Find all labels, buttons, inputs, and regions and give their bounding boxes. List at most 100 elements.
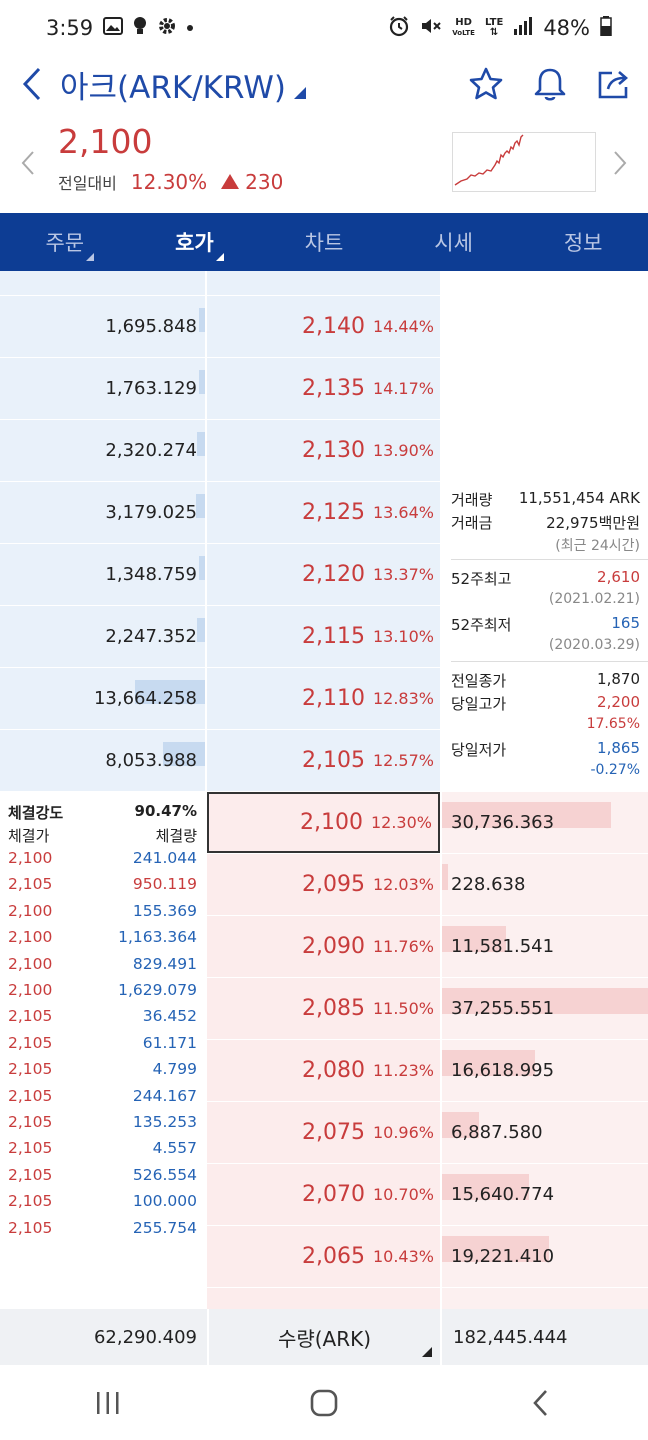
sell-price-cell[interactable]: 2,140 14.44% xyxy=(207,296,440,357)
tab-info[interactable]: 정보 xyxy=(563,231,603,255)
trade-volume: 829.491 xyxy=(132,954,197,973)
info-low52-date: (2020.03.29) xyxy=(548,637,640,653)
buy-percent: 11.50% xyxy=(372,999,434,1018)
recent-apps-icon xyxy=(97,1391,119,1414)
unit-selector[interactable]: 수량(ARK) xyxy=(207,1309,442,1365)
buy-row[interactable]: 2,075 10.96% 6,887.580 xyxy=(0,1102,648,1164)
sell-volume: 13,664.258 xyxy=(93,688,197,709)
sell-price-cell[interactable]: 2,130 13.90% xyxy=(207,420,440,481)
chevron-right-icon xyxy=(614,151,627,175)
sell-total: 62,290.409 xyxy=(93,1326,197,1348)
trade-volume: 526.554 xyxy=(132,1165,197,1184)
buy-percent: 12.30% xyxy=(370,813,432,832)
sell-row[interactable]: 8,053.988 2,105 12.57% xyxy=(0,730,648,792)
sell-price-cell[interactable]: 2,120 13.37% xyxy=(207,544,440,605)
sell-price-cell[interactable]: 2,115 13.10% xyxy=(207,606,440,667)
buy-percent: 11.76% xyxy=(372,937,434,956)
next-coin-button[interactable] xyxy=(608,146,632,180)
app-header: 아크(ARK/KRW) xyxy=(0,56,648,112)
info-day-low: 당일저가 1,865 xyxy=(451,739,640,759)
sell-price-cell[interactable]: 2,105 12.57% xyxy=(207,730,440,791)
buy-row[interactable]: 2,065 10.43% 19,221.410 xyxy=(0,1226,648,1288)
buy-row[interactable]: 2,070 10.70% 15,640.774 xyxy=(0,1164,648,1226)
sell-percent: 13.64% xyxy=(372,503,434,522)
buy-row[interactable]: 2,085 11.50% 37,255.551 xyxy=(0,978,648,1040)
buy-price: 2,065 xyxy=(302,1244,365,1269)
buy-price-cell[interactable]: 2,065 10.43% xyxy=(207,1226,440,1287)
trade-price: 2,100 xyxy=(8,849,53,867)
info-amount: 거래금 22,975백만원 xyxy=(451,514,640,532)
back-button[interactable] xyxy=(4,56,60,112)
buy-price-cell[interactable]: 2,075 10.96% xyxy=(207,1102,440,1163)
hd-voice-icon: HD VoLTE xyxy=(452,17,475,38)
system-nav-bar xyxy=(0,1365,648,1440)
buy-price-cell[interactable]: 2,085 11.50% xyxy=(207,978,440,1039)
buy-volume-cell: 30,736.363 xyxy=(442,792,648,853)
order-book[interactable]: 1,695.848 2,140 14.44% 1,763.129 2,135 14.17%… xyxy=(0,271,648,1309)
sell-volume-cell: 8,053.988 xyxy=(0,730,205,791)
prev-coin-button[interactable] xyxy=(16,146,40,180)
info-volume: 거래량 11,551,454 ARK xyxy=(451,489,640,509)
trade-row: 2,100 829.491 xyxy=(8,955,197,973)
sell-row[interactable]: 1,763.129 2,135 14.17% xyxy=(0,358,648,420)
current-price-row[interactable]: 2,100 12.30% 30,736.363 xyxy=(0,792,648,854)
info-low52: 52주최저 165 xyxy=(451,614,640,634)
trade-price: 2,105 xyxy=(8,1218,53,1237)
buy-row[interactable]: 2,090 11.76% 11,581.541 xyxy=(0,916,648,978)
sell-price-cell[interactable]: 2,110 12.83% xyxy=(207,668,440,729)
sell-row[interactable]: 3,179.025 2,125 13.64% xyxy=(0,482,648,544)
buy-price: 2,070 xyxy=(302,1182,365,1207)
buy-price: 2,075 xyxy=(302,1120,365,1145)
buy-price-cell[interactable]: 2,070 10.70% xyxy=(207,1164,440,1225)
trade-price: 2,100 xyxy=(8,928,53,947)
sell-row[interactable]: 2,320.274 2,130 13.90% xyxy=(0,420,648,482)
system-back-button[interactable] xyxy=(510,1373,570,1433)
trade-volume: 1,163.364 xyxy=(118,928,197,947)
sell-percent: 13.37% xyxy=(372,565,434,584)
alarm-icon xyxy=(388,15,410,41)
buy-volume: 30,736.363 xyxy=(451,812,555,833)
buy-row[interactable]: 2,080 11.23% 16,618.995 xyxy=(0,1040,648,1102)
buy-price-cell[interactable]: 2,095 12.03% xyxy=(207,854,440,915)
coin-title[interactable]: 아크(ARK/KRW) xyxy=(60,69,287,106)
tab-chart[interactable]: 차트 xyxy=(304,231,344,255)
buy-price-cell[interactable]: 2,100 12.30% xyxy=(207,792,440,853)
sell-row[interactable]: 2,247.352 2,115 13.10% xyxy=(0,606,648,668)
sell-percent: 12.57% xyxy=(372,751,434,770)
home-button[interactable] xyxy=(294,1373,354,1433)
battery-percent: 48% xyxy=(543,16,590,40)
buy-price-cell[interactable]: 2,080 11.23% xyxy=(207,1040,440,1101)
trade-row: 2,105 61.171 xyxy=(8,1034,197,1052)
tab-order[interactable]: 주문 xyxy=(0,213,130,271)
tab-market[interactable]: 시세 xyxy=(434,231,473,255)
buy-price-cell[interactable]: 2,090 11.76% xyxy=(207,916,440,977)
trade-volume: 1,629.079 xyxy=(118,981,197,999)
trade-price: 2,100 xyxy=(8,954,53,973)
sell-row[interactable]: 13,664.258 2,110 12.83% xyxy=(0,668,648,730)
favorite-button[interactable] xyxy=(466,64,506,104)
alert-button[interactable] xyxy=(530,64,570,104)
buy-percent: 10.70% xyxy=(372,1185,434,1204)
buy-volume-bar xyxy=(442,1112,480,1138)
info-day-high-pct: 17.65% xyxy=(586,716,640,732)
sell-price-cell[interactable]: 2,135 14.17% xyxy=(207,358,440,419)
price-change: 전일대비 12.30% 230 xyxy=(58,170,283,194)
buy-volume-bar xyxy=(442,864,448,890)
share-button[interactable] xyxy=(594,64,634,104)
recent-apps-button[interactable] xyxy=(78,1373,138,1433)
title-dropdown-icon[interactable] xyxy=(294,87,307,99)
change-percent: 12.30% xyxy=(130,170,208,194)
buy-volume-cell: 6,887.580 xyxy=(442,1102,648,1163)
home-icon xyxy=(310,1389,338,1416)
sell-price-cell[interactable]: 2,125 13.64% xyxy=(207,482,440,543)
mini-chart[interactable] xyxy=(452,132,596,192)
sell-volume-cell: 2,320.274 xyxy=(0,420,205,481)
sell-row[interactable]: 1,695.848 2,140 14.44% xyxy=(0,296,648,358)
buy-row[interactable]: 2,095 12.03% 228.638 xyxy=(0,854,648,916)
sell-volume-bar xyxy=(199,308,205,332)
sell-price: 2,125 xyxy=(302,500,365,525)
buy-row-partial xyxy=(0,1288,648,1309)
trade-volume: 4.799 xyxy=(152,1060,197,1079)
tab-orderbook[interactable]: 호가 xyxy=(130,213,260,271)
sell-row[interactable]: 1,348.759 2,120 13.37% xyxy=(0,544,648,606)
